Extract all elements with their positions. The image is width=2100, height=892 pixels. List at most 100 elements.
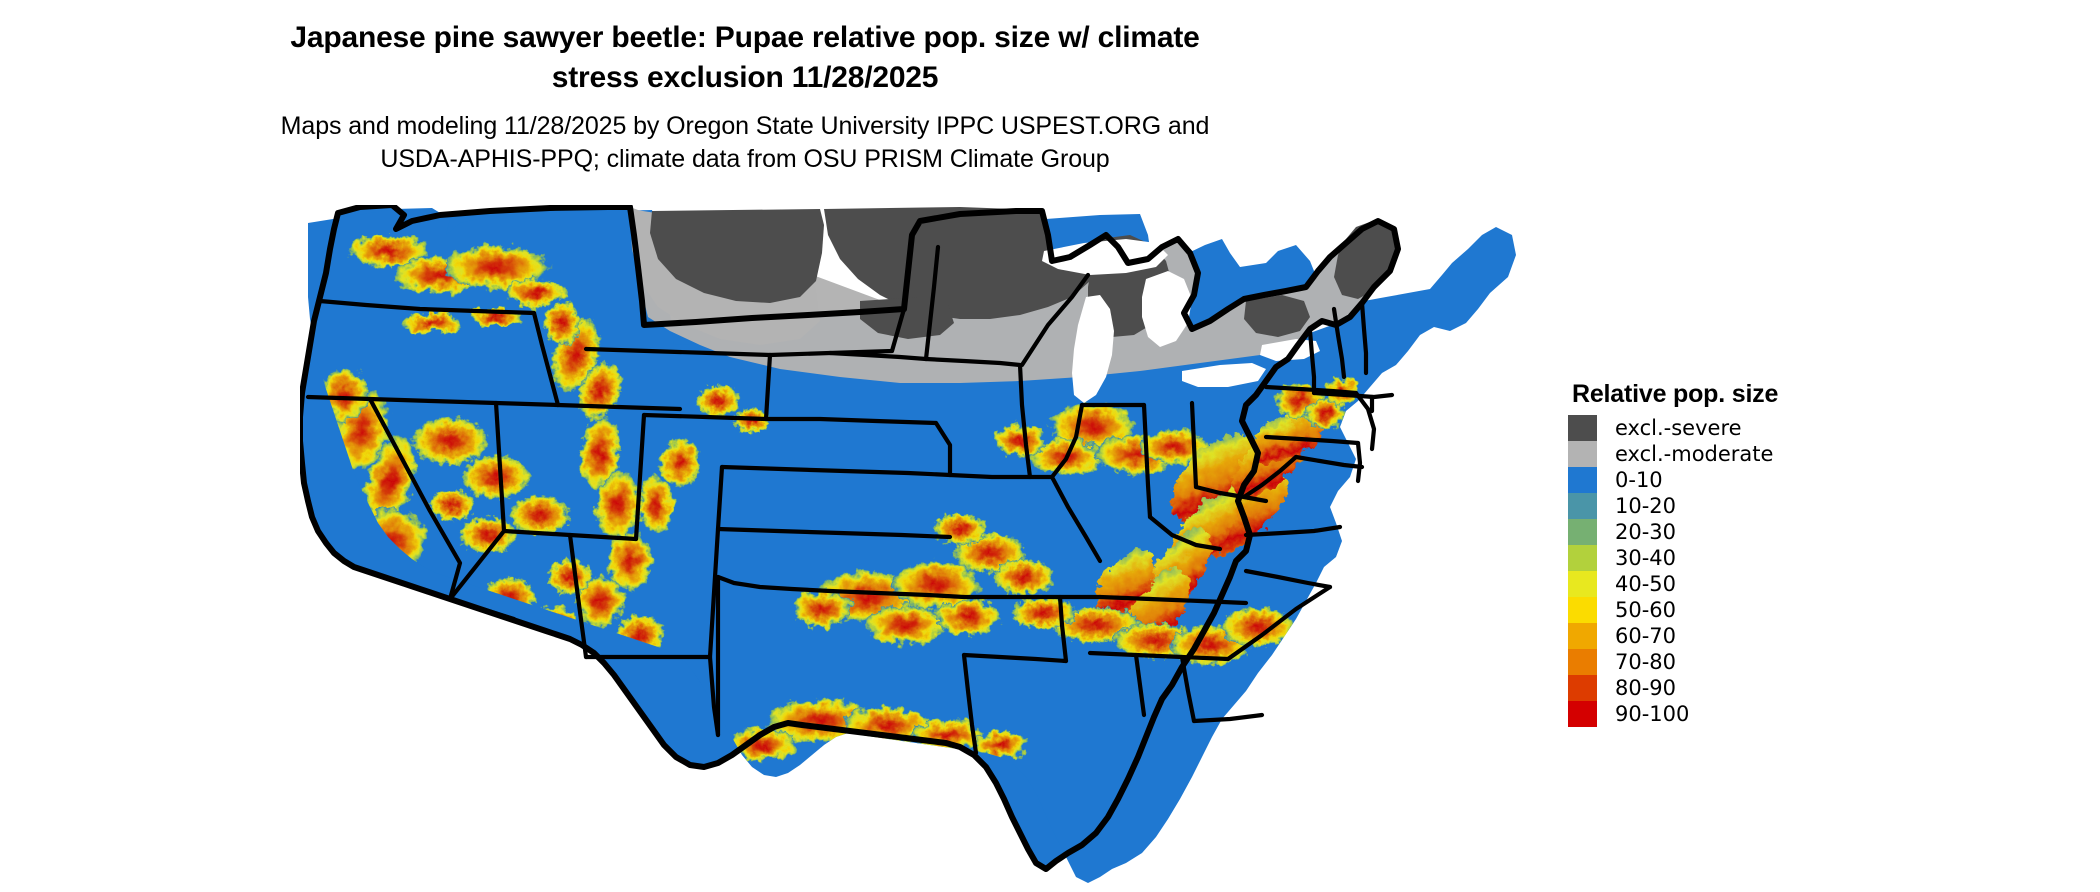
legend-label: 80-90	[1615, 676, 1677, 700]
border-nd-sd	[827, 350, 929, 362]
legend-color-swatch	[1568, 545, 1597, 571]
border-vt-nh	[1331, 306, 1347, 380]
legend-label: 10-20	[1615, 494, 1677, 518]
legend-color-swatch	[1568, 701, 1597, 727]
subtitle-line-2: USDA-APHIS-PPQ; climate data from OSU PR…	[380, 145, 1110, 173]
legend-label: 70-80	[1615, 650, 1677, 674]
border-ar-la	[961, 652, 1069, 664]
border-ia-il	[1049, 402, 1085, 480]
legend-row: 10-20	[1568, 493, 1868, 519]
border-id-or	[531, 310, 561, 408]
hotspot-great-basin	[412, 417, 570, 553]
border-va-nc	[1243, 524, 1343, 538]
legend-row: 40-50	[1568, 571, 1868, 597]
legend-label: 50-60	[1615, 598, 1677, 622]
legend-row: 30-40	[1568, 545, 1868, 571]
legend-row: 20-30	[1568, 519, 1868, 545]
legend-label: 30-40	[1615, 546, 1677, 570]
title-line-2: stress exclusion 11/28/2025	[551, 61, 939, 94]
border-mn-wi	[1019, 272, 1091, 368]
legend-color-swatch	[1568, 441, 1597, 467]
legend-row: 50-60	[1568, 597, 1868, 623]
legend-color-swatch	[1568, 493, 1597, 519]
legend-color-swatch	[1568, 597, 1597, 623]
border-wa-or	[317, 298, 537, 316]
border-in-ky	[1147, 514, 1223, 552]
border-il-in	[1141, 402, 1153, 520]
us-map-svg	[300, 205, 1516, 883]
lake-michigan	[1072, 295, 1114, 403]
border-ia-mo	[947, 472, 1055, 480]
legend-row: 0-10	[1568, 467, 1868, 493]
border-id-wy	[555, 402, 683, 412]
border-ky-tn	[1097, 594, 1249, 606]
border-la-tx	[961, 652, 979, 756]
border-wv-va	[1241, 454, 1299, 500]
border-wy-co	[641, 412, 769, 422]
legend-row: 90-100	[1568, 701, 1868, 727]
lake-superior	[1042, 239, 1168, 275]
border-ks-ok	[715, 526, 953, 540]
border-or-ca-nv	[305, 394, 561, 408]
page-subtitle: Maps and modeling 11/28/2025 by Oregon S…	[0, 110, 1490, 176]
title-line-1: Japanese pine sawyer beetle: Pupae relat…	[290, 21, 1200, 54]
border-mt-nd-sd	[767, 306, 907, 358]
hotspot-ohio-valley	[994, 403, 1208, 475]
legend-label: 90-100	[1615, 702, 1690, 726]
legend-row: 70-80	[1568, 649, 1868, 675]
legend-label: 20-30	[1615, 520, 1677, 544]
legend-color-swatch	[1568, 623, 1597, 649]
border-nd-mn	[923, 244, 941, 362]
legend-title: Relative pop. size	[1572, 380, 1779, 408]
legend-color-swatch	[1568, 675, 1597, 701]
border-ut-co	[633, 412, 647, 542]
lake-erie	[1182, 363, 1266, 387]
map-legend: Relative pop. size excl.-severe excl.-mod…	[1568, 380, 1868, 727]
border-ma-ct-ri	[1311, 390, 1395, 400]
lake-huron	[1142, 271, 1192, 347]
subtitle-line-1: Maps and modeling 11/28/2025 by Oregon S…	[280, 112, 1210, 140]
border-az-nm	[567, 532, 589, 660]
legend-label: excl.-severe	[1615, 416, 1742, 440]
border-ok-tx	[715, 574, 967, 600]
border-ne-ia	[933, 420, 953, 478]
border-pa-md-wv	[1263, 434, 1361, 446]
legend-color-swatch	[1568, 649, 1597, 675]
border-in-oh	[1189, 400, 1199, 490]
legend-row: excl.-severe	[1568, 415, 1868, 441]
page-title: Japanese pine sawyer beetle: Pupae relat…	[0, 18, 1490, 98]
border-tn-ms-al-ga	[1087, 650, 1231, 662]
title-block: Japanese pine sawyer beetle: Pupae relat…	[0, 18, 1490, 176]
lake-ontario	[1260, 339, 1320, 361]
legend-row: 80-90	[1568, 675, 1868, 701]
border-va-md	[1293, 454, 1365, 470]
legend-color-swatch	[1568, 415, 1597, 441]
legend-label: 60-70	[1615, 624, 1677, 648]
legend-label: 40-50	[1615, 572, 1677, 596]
legend-row: excl.-moderate	[1568, 441, 1868, 467]
legend-items: excl.-severe excl.-moderate 0-10 10-20 20-30…	[1568, 415, 1868, 727]
border-ms-al	[1133, 652, 1147, 718]
state-boundaries	[300, 205, 1401, 872]
border-nh-me	[1359, 300, 1369, 376]
border-ne-ks	[719, 464, 953, 478]
border-sc-ga	[1225, 584, 1333, 662]
legend-color-swatch	[1568, 571, 1597, 597]
border-mo-il	[1049, 474, 1103, 564]
great-lakes	[1042, 239, 1320, 403]
border-wy-sd-ne	[763, 352, 773, 422]
legend-row: 60-70	[1568, 623, 1868, 649]
border-nc-sc	[1243, 568, 1333, 590]
legend-label: 0-10	[1615, 468, 1663, 492]
border-sd-ne	[763, 416, 939, 426]
border-ga-fl-sc	[1191, 712, 1265, 724]
border-ar-ms	[1057, 594, 1069, 664]
legend-color-swatch	[1568, 467, 1597, 493]
border-co-ks	[707, 464, 725, 660]
border-ca-nv	[367, 396, 463, 602]
hotspot-gulf-coast	[728, 699, 1026, 761]
legend-label: excl.-moderate	[1615, 442, 1774, 466]
border-ny-vt-ma	[1307, 328, 1317, 396]
legend-color-swatch	[1568, 519, 1597, 545]
